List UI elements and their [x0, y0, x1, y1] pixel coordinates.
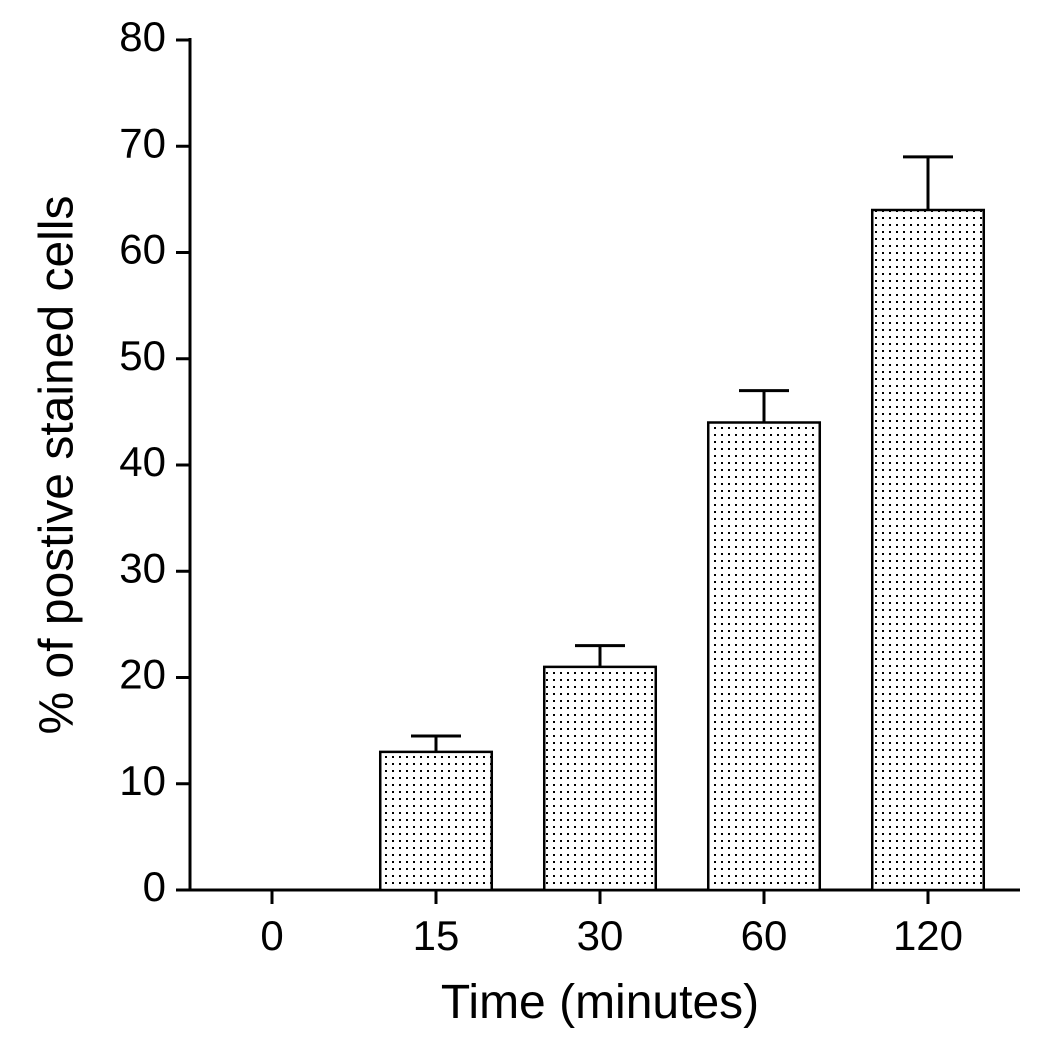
y-tick-label: 10: [119, 757, 166, 804]
x-tick-label: 60: [741, 912, 788, 959]
y-tick-label: 20: [119, 651, 166, 698]
y-tick-label: 40: [119, 438, 166, 485]
bar: [708, 423, 820, 891]
y-tick-label: 60: [119, 226, 166, 273]
bar: [544, 667, 656, 890]
y-tick-label: 0: [143, 863, 166, 910]
bar-chart: 0 10 20 30 40 50 60 70 80 0 15 30 60 120 % of postive …: [0, 0, 1062, 1064]
x-tick-label: 120: [893, 912, 963, 959]
chart-svg: 0 10 20 30 40 50 60 70 80 0 15 30 60 120 % of postive …: [0, 0, 1062, 1064]
y-tick-label: 80: [119, 13, 166, 60]
y-axis-label: % of postive stained cells: [31, 196, 84, 735]
x-tick-label: 30: [577, 912, 624, 959]
y-tick-label: 70: [119, 119, 166, 166]
x-tick-label: 15: [413, 912, 460, 959]
y-tick-label: 30: [119, 544, 166, 591]
y-tick-label: 50: [119, 332, 166, 379]
x-tick-label: 0: [260, 912, 283, 959]
bar: [872, 210, 984, 890]
bar: [380, 752, 492, 890]
x-axis-label: Time (minutes): [441, 976, 759, 1029]
